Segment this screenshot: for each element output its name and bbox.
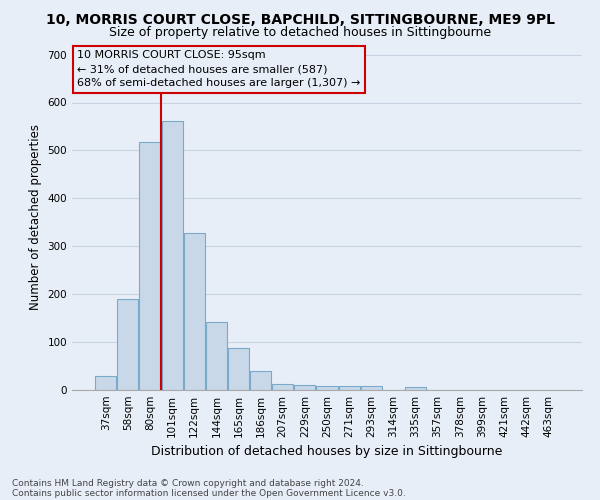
Bar [295, 385, 316, 390]
Text: Contains public sector information licensed under the Open Government Licence v3: Contains public sector information licen… [12, 488, 406, 498]
Bar [161, 120, 182, 390]
Text: Contains HM Land Registry data © Crown copyright and database right 2024.: Contains HM Land Registry data © Crown c… [12, 478, 364, 488]
Y-axis label: Number of detached properties: Number of detached properties [29, 124, 42, 310]
Bar [95, 376, 116, 390]
Bar [316, 386, 338, 390]
Bar [139, 142, 160, 390]
Bar [184, 233, 205, 390]
Text: Size of property relative to detached houses in Sittingbourne: Size of property relative to detached ho… [109, 26, 491, 39]
X-axis label: Distribution of detached houses by size in Sittingbourne: Distribution of detached houses by size … [151, 446, 503, 458]
Text: 10 MORRIS COURT CLOSE: 95sqm
← 31% of detached houses are smaller (587)
68% of s: 10 MORRIS COURT CLOSE: 95sqm ← 31% of de… [77, 50, 361, 88]
Text: 10, MORRIS COURT CLOSE, BAPCHILD, SITTINGBOURNE, ME9 9PL: 10, MORRIS COURT CLOSE, BAPCHILD, SITTIN… [46, 12, 554, 26]
Bar [272, 384, 293, 390]
Bar [361, 386, 382, 390]
Bar [405, 386, 426, 390]
Bar [206, 322, 227, 390]
Bar [118, 299, 139, 390]
Bar [228, 348, 249, 390]
Bar [250, 371, 271, 390]
Bar [338, 386, 359, 390]
